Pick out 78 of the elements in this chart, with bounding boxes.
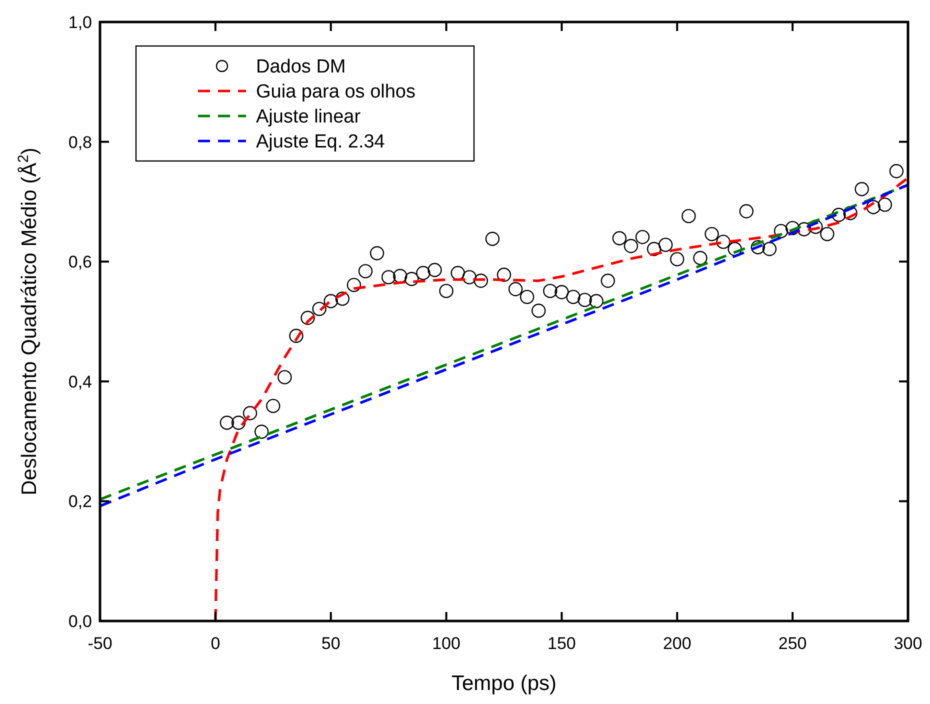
point xyxy=(450,266,465,280)
point xyxy=(462,270,476,284)
point xyxy=(820,226,834,242)
point xyxy=(566,290,580,304)
legend-label: Guia para os olhos xyxy=(256,82,416,103)
point xyxy=(312,302,326,316)
point xyxy=(381,270,396,284)
point xyxy=(289,328,304,343)
point xyxy=(739,204,754,218)
point xyxy=(474,274,488,288)
x-axis-title: Tempo (ps) xyxy=(451,672,557,695)
point xyxy=(266,398,280,414)
point xyxy=(496,268,512,282)
point xyxy=(889,164,904,178)
point xyxy=(589,294,604,308)
x-tick-label: 100 xyxy=(432,634,460,653)
point xyxy=(485,232,500,246)
point xyxy=(554,285,569,300)
x-tick-label: 150 xyxy=(548,634,576,653)
point xyxy=(278,370,292,384)
point xyxy=(693,250,708,266)
point xyxy=(832,208,846,222)
y-tick-label: 0,2 xyxy=(68,492,92,512)
point xyxy=(220,416,234,430)
point xyxy=(254,424,269,439)
x-tick-label: -50 xyxy=(88,634,112,653)
point xyxy=(404,272,419,286)
point xyxy=(370,246,384,260)
point xyxy=(774,224,788,238)
point xyxy=(416,266,430,280)
point xyxy=(785,220,800,236)
y-tick-label: 0,6 xyxy=(68,252,92,272)
point xyxy=(635,230,650,244)
point xyxy=(797,222,812,236)
point xyxy=(578,292,592,308)
point xyxy=(878,198,892,212)
point xyxy=(843,206,858,220)
point xyxy=(762,242,777,256)
point xyxy=(750,240,766,254)
point xyxy=(393,268,408,284)
point xyxy=(716,234,730,249)
point xyxy=(324,294,338,308)
point xyxy=(428,262,442,278)
legend-label: Ajuste linear xyxy=(256,106,362,128)
point xyxy=(439,284,454,298)
point xyxy=(300,310,315,326)
x-tick-label: 250 xyxy=(778,634,807,653)
point xyxy=(508,282,523,296)
point xyxy=(624,238,638,254)
point xyxy=(532,304,546,318)
point xyxy=(704,226,719,242)
y-tick-label: 0,4 xyxy=(68,372,92,392)
point xyxy=(658,238,673,252)
legend-label: Dados DM xyxy=(256,56,346,78)
point xyxy=(612,231,627,246)
x-tick-label: 50 xyxy=(321,634,340,653)
y-tick-label: 0,0 xyxy=(68,612,92,631)
point xyxy=(728,242,742,256)
point xyxy=(346,278,362,292)
point xyxy=(543,284,558,298)
point xyxy=(231,416,246,430)
y-tick-label: 0,8 xyxy=(68,132,92,152)
point xyxy=(682,208,696,224)
legend-label: Ajuste Eq. 2.34 xyxy=(256,132,386,153)
x-tick-label: 300 xyxy=(894,634,922,653)
point xyxy=(866,200,880,214)
point xyxy=(646,242,662,256)
point xyxy=(670,252,684,266)
point xyxy=(854,182,869,196)
y-tick-label: 1,0 xyxy=(68,12,92,32)
x-tick-label: 0 xyxy=(210,634,220,653)
point xyxy=(358,264,373,278)
x-tick-label: 200 xyxy=(662,634,692,653)
point xyxy=(600,274,615,288)
point xyxy=(520,290,534,304)
point xyxy=(335,292,350,306)
line-series xyxy=(214,176,908,621)
point xyxy=(242,406,258,420)
